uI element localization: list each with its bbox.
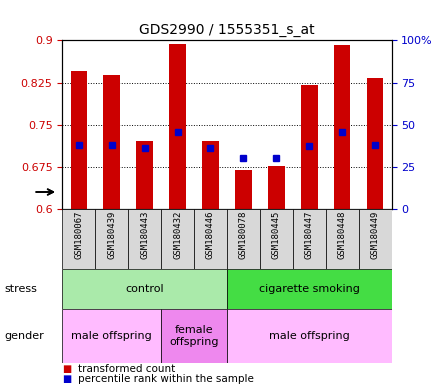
Bar xyxy=(367,78,384,209)
Text: ■: ■ xyxy=(62,364,72,374)
Text: GSM180432: GSM180432 xyxy=(173,211,182,260)
Bar xyxy=(71,71,87,209)
Text: GSM180078: GSM180078 xyxy=(239,211,248,260)
Bar xyxy=(104,75,120,209)
Bar xyxy=(137,141,153,209)
Title: GDS2990 / 1555351_s_at: GDS2990 / 1555351_s_at xyxy=(139,23,315,36)
Bar xyxy=(202,141,219,209)
Text: GSM180448: GSM180448 xyxy=(338,211,347,260)
Bar xyxy=(194,209,227,269)
Text: gender: gender xyxy=(4,331,44,341)
Bar xyxy=(62,209,95,269)
Bar xyxy=(235,170,252,209)
Text: GSM180439: GSM180439 xyxy=(107,211,116,260)
Text: GSM180447: GSM180447 xyxy=(305,211,314,260)
Text: female
offspring: female offspring xyxy=(169,325,219,347)
Text: control: control xyxy=(125,284,164,294)
Text: male offspring: male offspring xyxy=(269,331,350,341)
Text: stress: stress xyxy=(4,284,37,294)
Bar xyxy=(227,209,260,269)
Text: ■: ■ xyxy=(62,374,72,384)
Text: GSM180445: GSM180445 xyxy=(272,211,281,260)
Bar xyxy=(128,209,161,269)
Bar xyxy=(62,269,227,309)
Text: GSM180443: GSM180443 xyxy=(140,211,149,260)
Bar xyxy=(227,309,392,363)
Bar xyxy=(301,85,318,209)
Bar xyxy=(161,309,227,363)
Bar xyxy=(334,45,351,209)
Text: male offspring: male offspring xyxy=(71,331,152,341)
Bar xyxy=(326,209,359,269)
Bar xyxy=(62,309,161,363)
Text: GSM180449: GSM180449 xyxy=(371,211,380,260)
Bar xyxy=(260,209,293,269)
Text: transformed count: transformed count xyxy=(78,364,175,374)
Text: cigarette smoking: cigarette smoking xyxy=(259,284,360,294)
Bar xyxy=(95,209,128,269)
Text: percentile rank within the sample: percentile rank within the sample xyxy=(78,374,254,384)
Bar xyxy=(170,44,186,209)
Bar xyxy=(161,209,194,269)
Bar xyxy=(293,209,326,269)
Bar xyxy=(227,269,392,309)
Text: GSM180446: GSM180446 xyxy=(206,211,215,260)
Text: GSM180067: GSM180067 xyxy=(74,211,83,260)
Bar xyxy=(268,167,285,209)
Bar xyxy=(359,209,392,269)
